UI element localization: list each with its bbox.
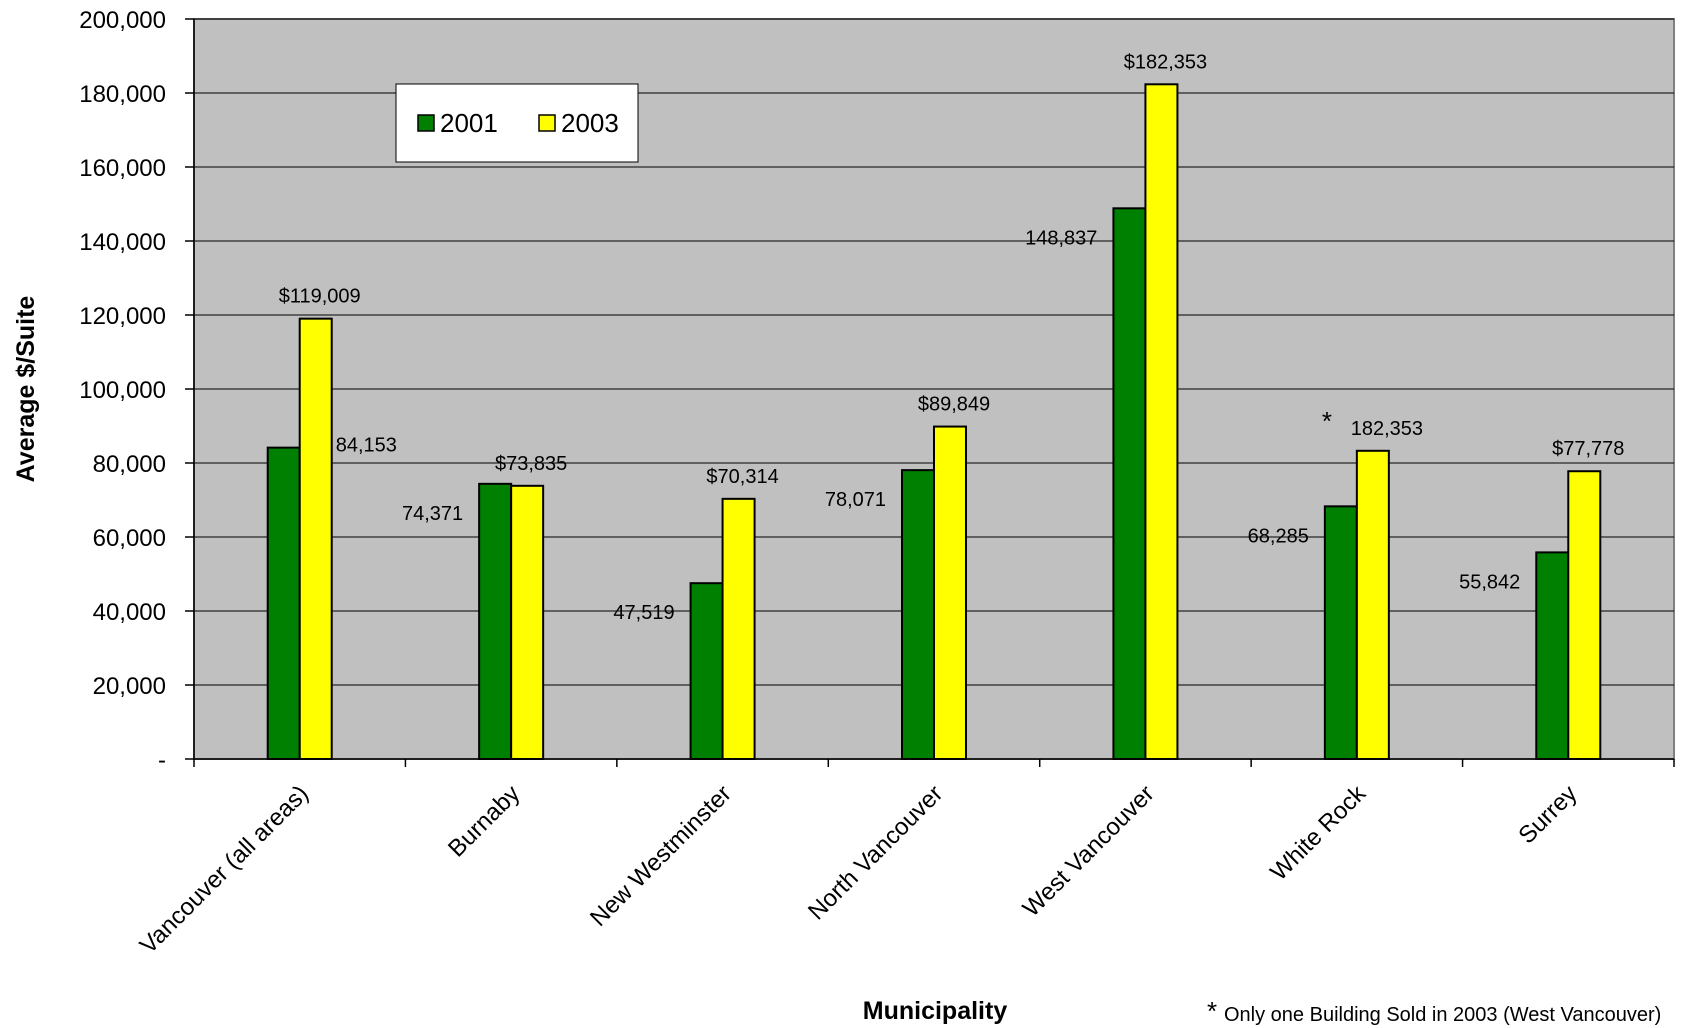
data-label-2003-surrey: $77,778: [1552, 438, 1624, 460]
data-label-2001-new-westminster: 47,519: [613, 602, 674, 624]
data-label-2003-new-westminster: $70,314: [706, 466, 778, 488]
bar-2003-white-rock: [1355, 449, 1390, 760]
y-tick-label: 120,000: [79, 303, 166, 330]
bar-2001-surrey: [1535, 551, 1570, 760]
y-axis-title: Average $/Suite: [12, 296, 40, 483]
bar-2001-west-vancouver: [1112, 207, 1147, 760]
data-label-2003-vancouver-all-areas: $119,009: [279, 286, 361, 308]
legend-label-2003: 2003: [561, 108, 619, 138]
legend-box: [395, 83, 639, 163]
bar-2003-vancouver-all-areas: [298, 317, 333, 760]
y-tick-label: 40,000: [93, 599, 166, 626]
data-label-2003-west-vancouver: $182,353: [1124, 51, 1207, 73]
x-tick-label-vancouver-all-areas: Vancouver (all areas): [135, 780, 314, 959]
x-axis-title: Municipality: [863, 997, 1008, 1025]
legend-swatch-2003: [538, 114, 556, 132]
bar-2003-north-vancouver: [933, 425, 967, 760]
data-label-2003-north-vancouver: $89,849: [918, 394, 990, 416]
y-tick-label: -: [158, 747, 166, 774]
data-label-2001-surrey: 55,842: [1459, 571, 1520, 593]
bar-2003-new-westminster: [721, 497, 756, 760]
bar-2003-surrey: [1567, 470, 1602, 760]
data-label-2001-white-rock: 68,285: [1248, 525, 1309, 547]
legend-swatch-2001: [417, 114, 435, 132]
bar-2003-west-vancouver: [1144, 83, 1179, 761]
data-label-2001-north-vancouver: 78,071: [825, 489, 886, 511]
y-axis-ticks: - 20,000 40,000 60,000 80,000 100,000 120,000 1…: [79, 7, 194, 774]
data-label-2001-vancouver-all-areas: 84,153: [336, 435, 397, 457]
footnote-marker: *: [1207, 996, 1217, 1026]
annotation-marker: *: [1322, 406, 1332, 436]
data-label-2003-burnaby: $73,835: [495, 453, 567, 475]
y-tick-label: 140,000: [79, 229, 166, 256]
legend-label-2001: 2001: [440, 108, 498, 138]
x-tick-label-surrey: Surrey: [1513, 780, 1582, 849]
bar-2001-white-rock: [1323, 505, 1358, 760]
y-tick-label: 20,000: [93, 673, 166, 700]
y-tick-label: 100,000: [79, 377, 166, 404]
bar-2001-new-westminster: [689, 582, 724, 760]
data-labels: 84,153 $119,009 74,371 $73,835 47,519 $70,314…: [279, 51, 1625, 624]
x-tick-label-west-vancouver: West Vancouver: [1018, 780, 1160, 922]
bar-2003-burnaby: [510, 484, 545, 760]
y-tick-label: 160,000: [79, 155, 166, 182]
data-label-2003-white-rock: 182,353: [1351, 418, 1423, 440]
x-tick-label-white-rock: White Rock: [1265, 779, 1372, 886]
y-tick-label: 80,000: [93, 451, 166, 478]
data-label-2001-burnaby: 74,371: [402, 503, 463, 525]
bar-2001-north-vancouver: [901, 469, 935, 760]
x-tick-label-burnaby: Burnaby: [443, 780, 525, 862]
x-axis-ticks: Vancouver (all areas) Burnaby New Westmins…: [135, 759, 1675, 959]
bar-2001-burnaby: [478, 482, 513, 760]
y-tick-label: 180,000: [79, 81, 166, 108]
y-tick-label: 60,000: [93, 525, 166, 552]
footnote: Only one Building Sold in 2003 (West Van…: [1224, 1004, 1661, 1026]
bar-2001-vancouver-all-areas: [266, 446, 301, 760]
x-tick-label-north-vancouver: North Vancouver: [803, 780, 948, 925]
legend: 2001 2003: [395, 83, 639, 163]
data-label-2001-west-vancouver: 148,837: [1025, 227, 1097, 249]
y-tick-label: 200,000: [79, 7, 166, 34]
x-tick-label-new-westminster: New Westminster: [585, 780, 737, 932]
